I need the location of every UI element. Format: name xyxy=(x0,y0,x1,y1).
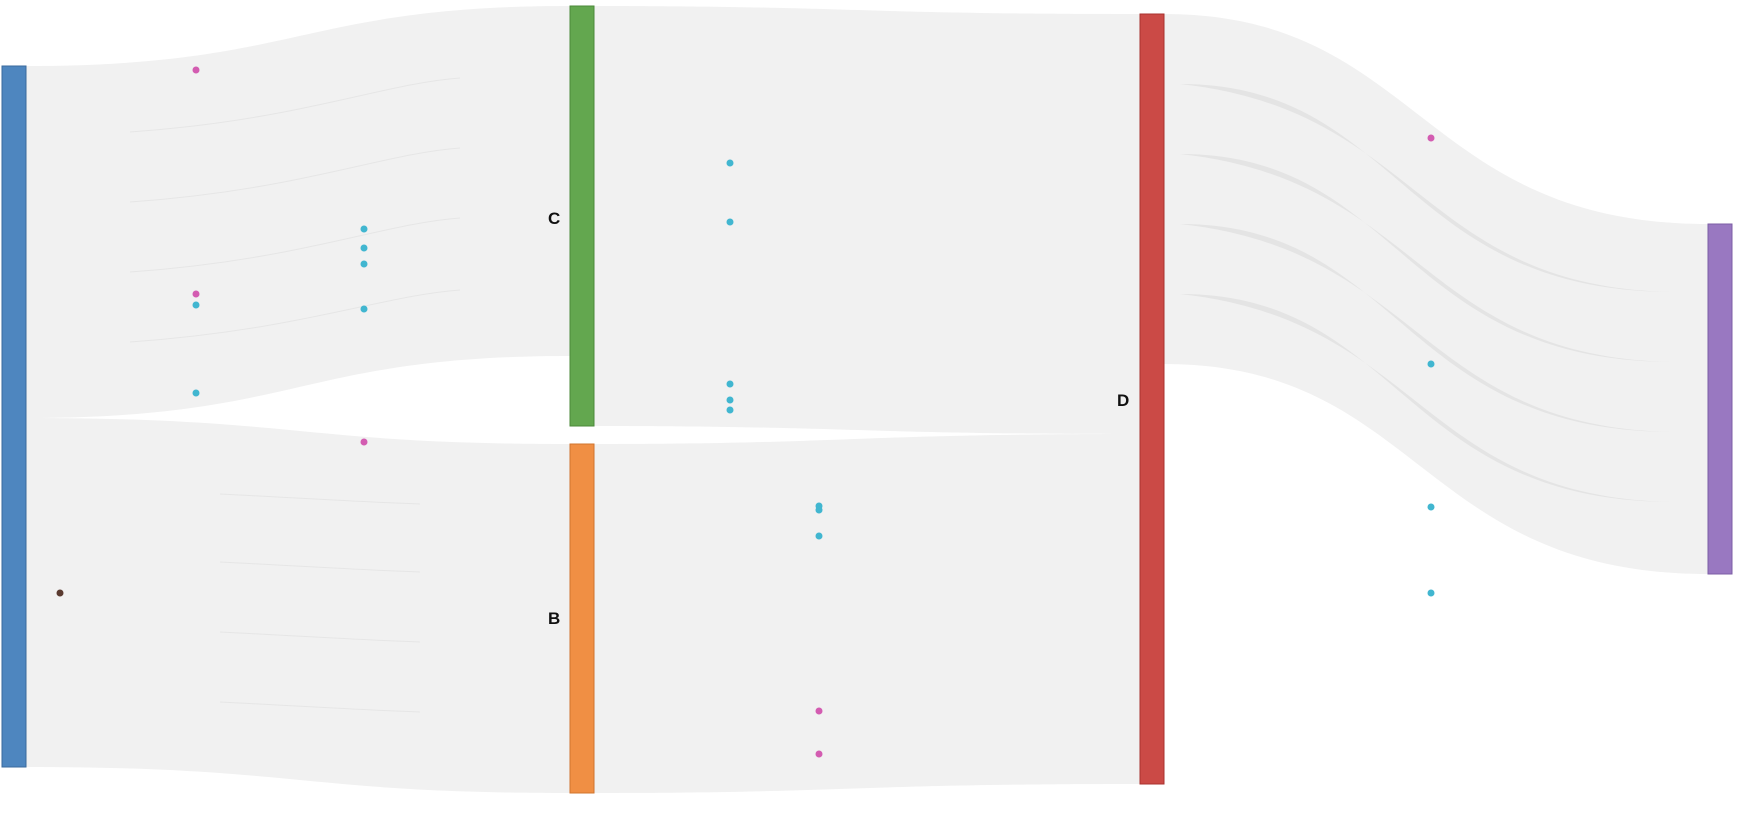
particle-cyan xyxy=(360,260,368,268)
link-d-to-e[interactable] xyxy=(1164,14,1708,574)
particles xyxy=(56,66,1435,758)
particle-cyan xyxy=(726,159,734,167)
link-a-to-c[interactable] xyxy=(26,6,570,418)
particle-cyan xyxy=(360,225,368,233)
node-a[interactable] xyxy=(1,65,27,768)
particle-cyan xyxy=(815,532,823,540)
particle-dark xyxy=(56,589,64,597)
link-edge xyxy=(129,77,461,133)
particle-pink xyxy=(360,438,368,446)
particle-pink xyxy=(1427,134,1435,142)
node-c-label: C xyxy=(548,209,560,228)
node-b-label: B xyxy=(548,609,560,628)
link-c-to-d[interactable] xyxy=(594,6,1140,434)
link-edge xyxy=(129,217,461,273)
node-c[interactable] xyxy=(569,5,595,427)
links xyxy=(26,6,1708,793)
link-edge xyxy=(219,631,421,643)
particle-cyan xyxy=(726,406,734,414)
particle-pink xyxy=(192,66,200,74)
particle-cyan xyxy=(360,244,368,252)
node-b[interactable] xyxy=(569,443,595,794)
particle-pink xyxy=(815,750,823,758)
particle-pink xyxy=(192,290,200,298)
link-edge xyxy=(219,493,421,505)
node-e[interactable] xyxy=(1707,223,1733,575)
particle-cyan xyxy=(726,380,734,388)
particle-cyan xyxy=(726,218,734,226)
particle-cyan xyxy=(726,396,734,404)
link-edge xyxy=(129,147,461,203)
particle-cyan xyxy=(1427,589,1435,597)
link-edge xyxy=(219,701,421,713)
nodes xyxy=(1,5,1733,794)
node-labels: C B D xyxy=(548,209,1129,628)
particle-cyan xyxy=(1427,503,1435,511)
particle-cyan xyxy=(360,305,368,313)
link-edge xyxy=(129,289,461,343)
particle-cyan xyxy=(815,506,823,514)
particle-cyan xyxy=(192,301,200,309)
particle-pink xyxy=(815,707,823,715)
link-b-to-d[interactable] xyxy=(594,434,1140,793)
link-edge xyxy=(219,561,421,573)
particle-cyan xyxy=(1427,360,1435,368)
node-d[interactable] xyxy=(1139,13,1165,785)
link-a-to-b[interactable] xyxy=(26,418,570,793)
node-d-label: D xyxy=(1117,391,1129,410)
particle-cyan xyxy=(192,389,200,397)
